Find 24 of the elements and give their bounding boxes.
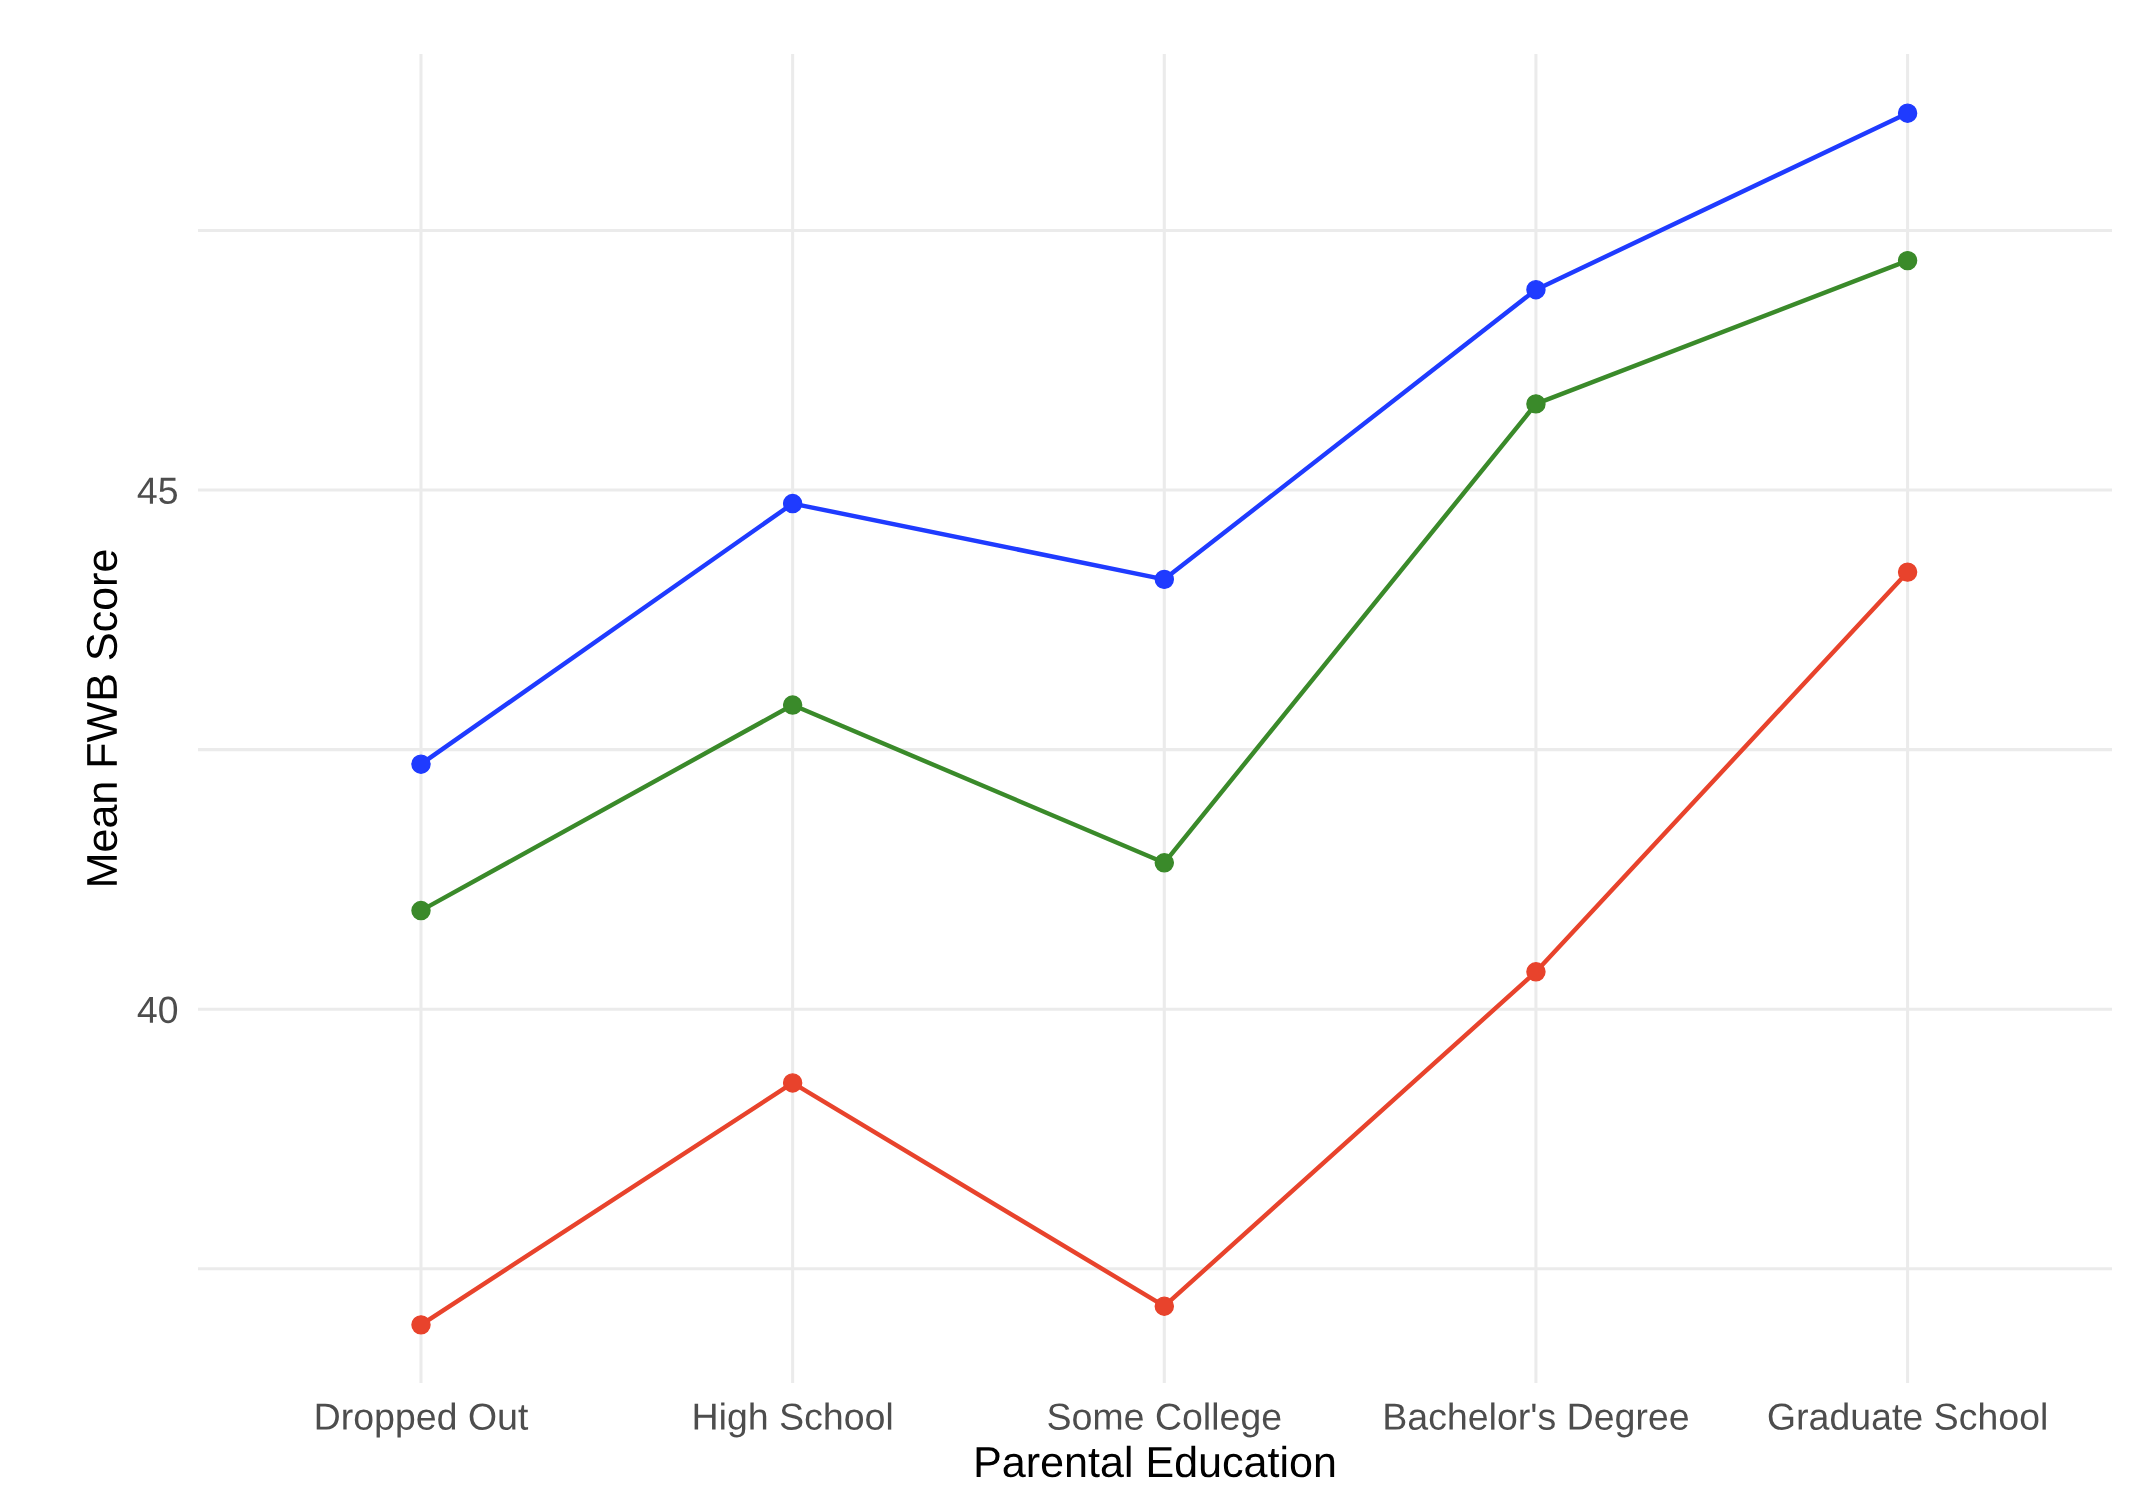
point — [411, 900, 431, 921]
point — [1154, 569, 1175, 590]
point — [1526, 279, 1546, 300]
point — [1897, 103, 1918, 123]
x-tick-label: Dropped Out — [316, 1402, 529, 1438]
point — [782, 695, 803, 715]
x-axis-title: Parental Education — [976, 1445, 1335, 1478]
y-tick-label: 40 — [137, 996, 178, 1024]
x-tick-label: Bachelor's Degree — [1385, 1402, 1688, 1438]
point — [1897, 250, 1918, 271]
x-tick-label: High School — [694, 1402, 892, 1438]
point — [1526, 394, 1546, 414]
x-tick-label: Some College — [1048, 1402, 1281, 1438]
point — [1154, 1296, 1175, 1316]
point — [782, 1073, 803, 1093]
y-tick-label: 45 — [137, 477, 177, 505]
point — [1154, 853, 1175, 873]
x-tick-label: Graduate School — [1768, 1402, 2046, 1430]
y-axis-title: Mean FWB Score — [86, 550, 118, 885]
point — [1526, 962, 1546, 982]
point — [411, 1315, 431, 1335]
point — [1897, 562, 1918, 582]
point — [411, 754, 431, 774]
point — [782, 493, 803, 514]
